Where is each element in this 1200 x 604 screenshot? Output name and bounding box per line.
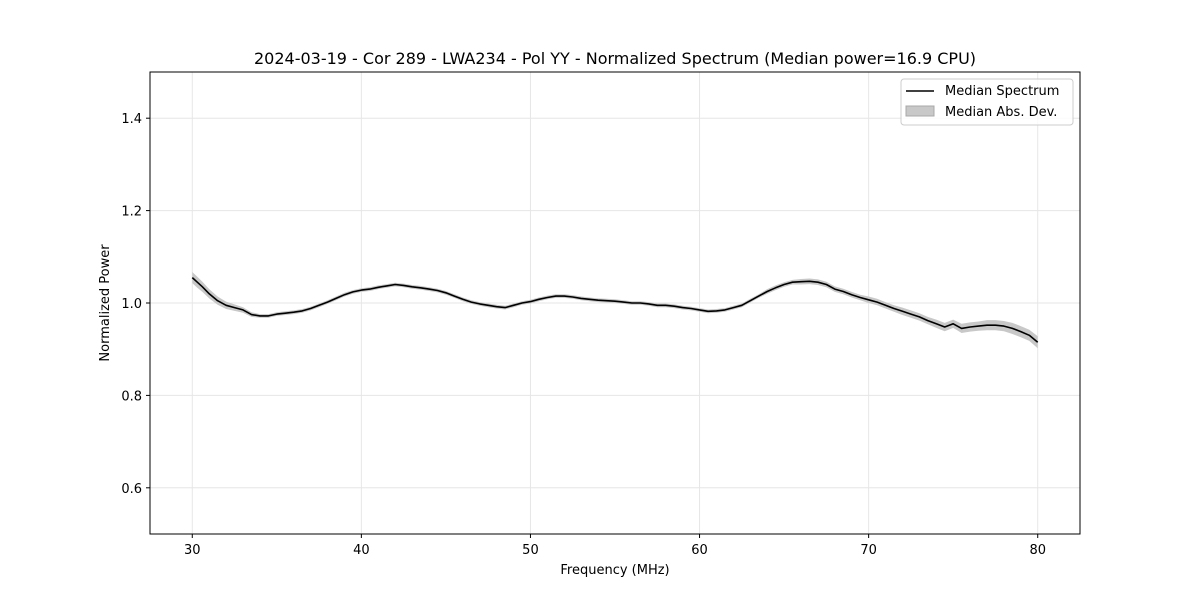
y-tick-label: 0.8 bbox=[121, 389, 142, 404]
x-axis-ticks: 30 40 50 60 70 80 bbox=[184, 534, 1046, 558]
x-tick-label: 60 bbox=[691, 543, 708, 558]
x-tick-label: 50 bbox=[522, 543, 539, 558]
median-abs-dev-band bbox=[192, 272, 1038, 349]
legend-median-label: Median Spectrum bbox=[945, 84, 1059, 99]
x-tick-label: 30 bbox=[184, 543, 201, 558]
y-tick-label: 1.2 bbox=[121, 205, 142, 220]
y-tick-label: 1.4 bbox=[121, 112, 142, 127]
y-axis-ticks: 0.6 0.8 1.0 1.2 1.4 bbox=[121, 112, 150, 497]
y-tick-label: 1.0 bbox=[121, 297, 142, 312]
legend-box bbox=[900, 78, 1074, 126]
x-axis-label: Frequency (MHz) bbox=[560, 563, 669, 578]
y-axis-label: Normalized Power bbox=[98, 244, 113, 362]
x-tick-label: 70 bbox=[860, 543, 877, 558]
legend-mad-label: Median Abs. Dev. bbox=[945, 105, 1057, 120]
x-tick-label: 40 bbox=[353, 543, 370, 558]
chart-title: 2024-03-19 - Cor 289 - LWA234 - Pol YY -… bbox=[254, 49, 976, 68]
median-spectrum-line bbox=[191, 277, 1039, 343]
y-tick-label: 0.6 bbox=[121, 482, 142, 497]
legend-mad-swatch bbox=[905, 105, 935, 117]
x-tick-label: 80 bbox=[1029, 543, 1046, 558]
legend: Median Spectrum Median Abs. Dev. bbox=[900, 78, 1074, 126]
